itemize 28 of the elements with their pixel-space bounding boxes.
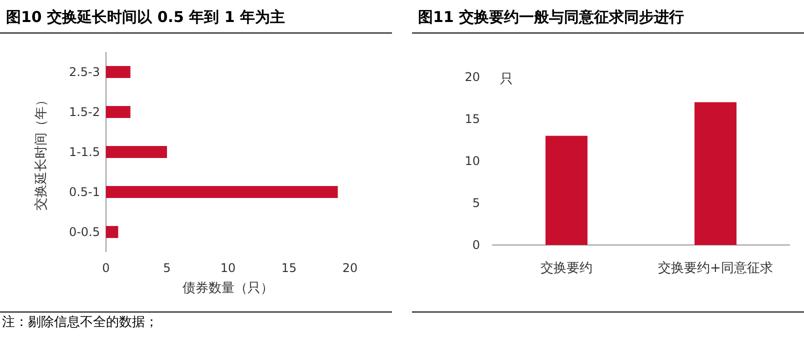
bar — [106, 106, 130, 118]
y-tick-label: 0-0.5 — [68, 225, 100, 239]
x-tick-label: 20 — [342, 261, 358, 275]
y-tick-label: 5 — [472, 196, 480, 210]
y-tick-label: 10 — [464, 154, 480, 168]
x-tick-label: 5 — [163, 261, 171, 275]
bar — [106, 146, 167, 158]
x-tick-label: 交换要约 — [540, 260, 592, 276]
chart-title: 图10 交换延长时间以 0.5 年到 1 年为主 — [6, 8, 285, 26]
x-tick-label: 10 — [220, 261, 236, 275]
x-tick-label: 0 — [102, 261, 110, 275]
text: 注：剔除信息不全的数据； — [2, 315, 158, 330]
bar — [106, 186, 338, 198]
y-tick-label: 1.5-2 — [68, 105, 100, 119]
bar — [106, 66, 130, 78]
y-tick-label: 2.5-3 — [68, 65, 100, 79]
y-axis-title: 交换延长时间（年） — [33, 94, 49, 210]
chart-title: 图11 交换要约一般与同意征求同步进行 — [418, 8, 684, 26]
x-axis-title: 债券数量（只） — [182, 281, 274, 296]
x-tick-label: 15 — [281, 261, 297, 275]
y-tick-label: 1-1.5 — [68, 145, 100, 159]
bar — [106, 226, 118, 238]
y-axis-title: 只 — [500, 72, 513, 87]
x-tick-label: 交换要约+同意征求 — [658, 260, 773, 276]
y-tick-label: 0.5-1 — [68, 185, 100, 199]
y-tick-label: 0 — [472, 238, 480, 252]
y-tick-label: 15 — [464, 112, 480, 126]
y-tick-label: 20 — [464, 70, 480, 84]
